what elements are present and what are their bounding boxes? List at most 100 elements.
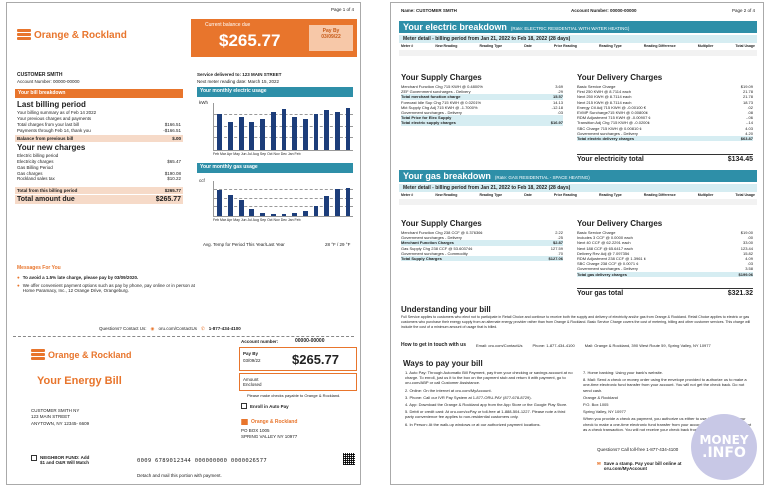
autopay-checkbox[interactable]: [241, 403, 247, 409]
stamp-icon: ✉: [597, 461, 601, 466]
alert-icon: ●: [17, 275, 20, 280]
contact-link[interactable]: oru.com/ContactUs: [158, 326, 197, 331]
temp-label: Avg. Temp for Period This Year/Last Year: [203, 242, 285, 247]
p2-page-number: Page 2 of 4: [731, 8, 755, 13]
electric-total-row: Your electricity total $134.45: [577, 154, 753, 163]
elec-supply-list: Merchant Function Chg 715 KWH @ 0.4800% 3…: [401, 84, 563, 126]
charge-row: Energy Ctl Adj 715 KWH @ -0.00100 € .02: [577, 104, 753, 110]
new-charges-list: Electric billing period Electricity charg…: [17, 153, 181, 182]
charge-row: RDM Adjustment 238 CCF @ 1.3961 ¢ 4.09: [577, 255, 753, 261]
remit-logo: Orange & Rockland: [241, 419, 297, 425]
gas-supply-list: Merchant Function Chg 238 CCF @ 0.37636¢…: [401, 230, 563, 262]
usage-bar: [249, 121, 255, 150]
amount-enclosed-field[interactable]: Amount Enclosed: [239, 373, 357, 391]
electric-months-axis: Feb Mar Apr May Jun Jul Aug Sep Oct Nov …: [213, 152, 301, 156]
electric-usage-chart: [213, 103, 353, 151]
pay-by-box: Pay By 03/09/22: [309, 25, 353, 51]
meter-column-header: Date: [524, 44, 532, 48]
usage-bar: [313, 113, 319, 150]
check-payable-note: Please make checks payable to Orange & R…: [247, 393, 341, 398]
email-link[interactable]: Email: oru.com/ContactUs: [476, 342, 523, 348]
charge-row: Total gas delivery charges $199.06: [577, 271, 753, 277]
customer-name: CUSTOMER SMITH: [17, 72, 63, 78]
electric-breakdown-header: Your electric breakdown (Rate: ELECTRIC …: [399, 21, 757, 33]
charge-row: Next 40 CCF @ 62.2291 each 33.00: [577, 240, 753, 246]
electric-meter-row: [399, 50, 757, 56]
gas-delivery-list: Basic Service Charge $19.00 Includes 3 CCF…: [577, 230, 753, 277]
understand-text: Full Service applies to customers who el…: [401, 315, 751, 329]
gas-meter-headers: Meter # New Reading Reading Type Date Prior …: [399, 193, 757, 197]
pay-method-item: 2. Online: On the internet at oru.com/My…: [405, 387, 492, 393]
usage-bar: [260, 119, 265, 150]
meter-column-header: Meter #: [401, 44, 414, 48]
usage-bar: [345, 188, 351, 216]
meter-column-header: Prior Reading: [553, 44, 577, 48]
logo-mark-icon: [241, 419, 248, 425]
charge-row: Electricity charges $65.47: [17, 158, 181, 164]
pay-method-item: 6. In Person: At the walk-up windows or …: [405, 421, 541, 427]
charge-row: Merchant Function Chg 715 KWH @ 0.4800% 3…: [401, 84, 563, 89]
contact-row-p2: How to get in touch with us Email: oru.c…: [401, 342, 711, 348]
usage-bar: [302, 119, 308, 150]
meter-column-header: Reading Type: [479, 44, 503, 48]
usage-bar: [228, 195, 233, 216]
charge-row: Forecast Idle Sup Chg 715 KWH @ 0.0201% 1…: [401, 99, 563, 105]
usage-bar: [334, 189, 340, 216]
charge-row: Next 250 KWH @ 8.7114 each 21.78: [577, 94, 753, 100]
logo-mark-icon: [31, 349, 45, 361]
electric-usage-header: Your monthly electric usage: [197, 87, 353, 97]
scanline: 0009 6789012344 000000000 0000026577: [137, 458, 268, 464]
p2-header-account: Account Number: 00000-00000: [571, 8, 637, 13]
bill-page-2: Name: CUSTOMER SMITH Account Number: 000…: [390, 2, 764, 485]
web-icon: ◉: [150, 326, 155, 331]
pay-method-item: Spring Valley, NY 10977: [583, 409, 626, 415]
messages-list: ● To avoid a 1.5% late charge, please pay…: [17, 275, 195, 293]
total-due-row: Total amount due $265.77: [15, 195, 183, 204]
gas-unit-label: ccf: [199, 178, 205, 183]
stub-amount-box: Pay By 03/09/22 $265.77: [239, 347, 357, 371]
meter-column-header: Reading Difference: [643, 193, 676, 197]
usage-bar: [313, 205, 319, 216]
charge-row: Government surcharges - Delivery 3.58: [577, 266, 753, 272]
balance-label: Current balance due: [205, 22, 251, 28]
stub-account-label: Account number:: [241, 339, 279, 344]
usage-bar: [217, 190, 223, 216]
meter-column-header: Prior Reading: [553, 193, 577, 197]
next-reading: Next meter reading date: March 15, 2022: [197, 79, 280, 84]
usage-bar: [302, 211, 308, 216]
meter-column-header: Multiplier: [697, 193, 714, 197]
account-number: Account Number: 00000-00000: [17, 79, 80, 84]
perforation-line: [13, 336, 354, 337]
pay-method-item: Orange & Rockland: [583, 394, 618, 400]
charge-row: Next 215 KWH @ 8.7114 each 18.73: [577, 99, 753, 105]
usage-bar: [228, 121, 233, 150]
questions-p2: Questions? Call toll-free 1-877-434-4100: [597, 447, 679, 452]
pay-method-item: 5. Debit or credit card: At oru.com/ccPa…: [405, 409, 566, 420]
neighbor-fund: NEIGHBOR FUND: Add $1 and O&R Will Match: [31, 455, 95, 465]
page-number: Page 1 of 4: [330, 7, 354, 12]
stub-title: Your Energy Bill: [37, 375, 122, 387]
usage-bar: [324, 196, 330, 216]
meter-column-header: New Reading: [435, 193, 458, 197]
gas-meter-row: [399, 199, 757, 205]
gas-delivery-title: Your Delivery Charges: [577, 219, 663, 228]
ways-left-list: 1. Auto Pay: Through Automatic Bill Paym…: [405, 370, 573, 429]
gridline: [214, 197, 353, 199]
usage-bar: [281, 108, 287, 150]
charge-row: Merchant Function Charges $2.87: [401, 240, 563, 246]
usage-bar: [270, 112, 276, 150]
meter-column-header: Total Usage: [735, 193, 755, 197]
meter-column-header: Multiplier: [697, 44, 714, 48]
electric-meter-headers: Meter # New Reading Reading Type Date Prior …: [399, 44, 757, 48]
neighbor-fund-checkbox[interactable]: [31, 455, 37, 461]
charge-row: Total charges from your last bill $166.51: [17, 121, 181, 127]
meter-column-header: Meter #: [401, 193, 414, 197]
balance-amount: $265.77: [219, 31, 281, 50]
charge-row: Government surcharges - Delivery .03: [401, 109, 563, 115]
contact-row: Questions? Contact Us: ◉ oru.com/Contact…: [99, 326, 241, 331]
stub-address: CUSTOMER SMITH NY 123 MAIN STREET ANYTOW…: [31, 408, 90, 426]
usage-bar: [281, 213, 287, 216]
watermark-badge: MONEY .INFO: [691, 414, 757, 480]
pay-method-item: When you provide a check as payment, you…: [583, 416, 752, 432]
usage-bar: [238, 199, 244, 216]
